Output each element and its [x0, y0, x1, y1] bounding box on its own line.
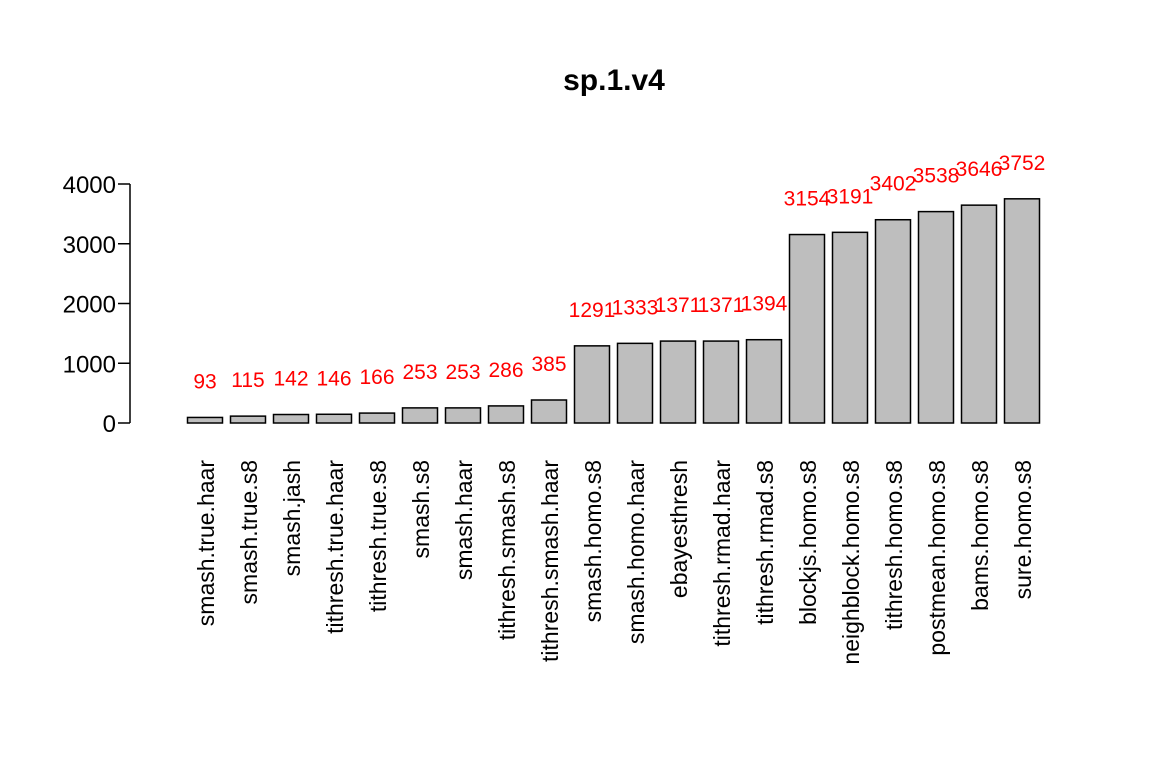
x-tick-label: tithresh.rmad.s8 [752, 460, 778, 625]
bar [874, 218, 912, 424]
x-tick-label: smash.homo.haar [623, 460, 649, 644]
bar-value-label: 3538 [913, 165, 960, 188]
bar-value-label: 253 [402, 361, 437, 384]
x-tick-label: sure.homo.s8 [1010, 460, 1036, 599]
bar-value-label: 3191 [827, 185, 874, 208]
x-tick-label: tithresh.smash.haar [537, 460, 563, 662]
x-tick-label: smash.haar [451, 460, 477, 581]
bar-value-label: 93 [193, 370, 216, 393]
bar [272, 413, 310, 424]
bar [917, 210, 955, 424]
y-tick-label: 0 [103, 411, 116, 438]
y-tick-label: 2000 [63, 292, 116, 319]
bar-value-label: 166 [359, 366, 394, 389]
bar-value-label: 286 [488, 359, 523, 382]
bar [315, 413, 353, 424]
x-tick-label: smash.homo.s8 [580, 460, 606, 622]
bar-value-label: 3752 [999, 152, 1046, 175]
bar [702, 340, 740, 424]
bar-value-label: 3402 [870, 173, 917, 196]
bar-value-label: 1394 [741, 293, 788, 316]
x-tick-label: smash.jash [279, 460, 305, 576]
x-tick-labels-group: smash.true.haar smash.true.s8 smash.jash ti… [193, 460, 1036, 665]
x-tick-label: smash.true.haar [193, 460, 219, 627]
bar [186, 416, 224, 424]
x-tick-label: neighblock.homo.s8 [838, 460, 864, 665]
y-axis: 0 1000 2000 3000 4000 [63, 172, 131, 438]
x-tick-label: smash.true.s8 [236, 460, 262, 604]
x-tick-label: bams.homo.s8 [967, 460, 993, 611]
x-tick-label: postmean.homo.s8 [924, 460, 950, 656]
x-tick-label: tithresh.homo.s8 [881, 460, 907, 630]
bar-value-label: 1371 [655, 294, 702, 317]
bar [530, 399, 568, 424]
data-labels-group: 93 115 142 146 166 253 253 286 38512911333137113… [193, 152, 1045, 394]
bar-value-label: 3154 [784, 188, 831, 211]
bar [1003, 198, 1041, 424]
bar [573, 345, 611, 424]
bar [659, 340, 697, 424]
bar [487, 405, 525, 424]
bar [358, 412, 396, 424]
bar [444, 407, 482, 424]
bar-value-label: 115 [231, 369, 264, 392]
bars-group [186, 198, 1041, 424]
bar [788, 233, 826, 424]
x-tick-label: blockjs.homo.s8 [795, 460, 821, 625]
bar [401, 407, 439, 424]
x-tick-label: tithresh.smash.s8 [494, 460, 520, 640]
y-tick-label: 3000 [63, 232, 116, 259]
bar-value-label: 142 [273, 368, 308, 391]
y-tick-label: 4000 [63, 172, 116, 199]
bar-value-label: 253 [445, 361, 480, 384]
y-tick-label: 1000 [63, 351, 116, 378]
chart-title: sp.1.v4 [563, 64, 665, 97]
bar [831, 231, 869, 424]
x-tick-label: tithresh.true.s8 [365, 460, 391, 612]
bar [745, 338, 783, 424]
x-tick-label: tithresh.true.haar [322, 460, 348, 634]
x-tick-label: smash.s8 [408, 460, 434, 558]
bar-value-label: 1291 [569, 299, 616, 322]
bar [616, 342, 654, 424]
bar-value-label: 385 [531, 353, 566, 376]
bar [229, 415, 267, 424]
x-tick-label: ebayesthresh [666, 460, 692, 598]
bar [960, 204, 998, 424]
bar-value-label: 146 [316, 367, 351, 390]
bar-value-label: 3646 [956, 158, 1003, 181]
bar-value-label: 1371 [698, 294, 745, 317]
x-tick-label: tithresh.rmad.haar [709, 460, 735, 647]
bar-value-label: 1333 [612, 296, 659, 319]
